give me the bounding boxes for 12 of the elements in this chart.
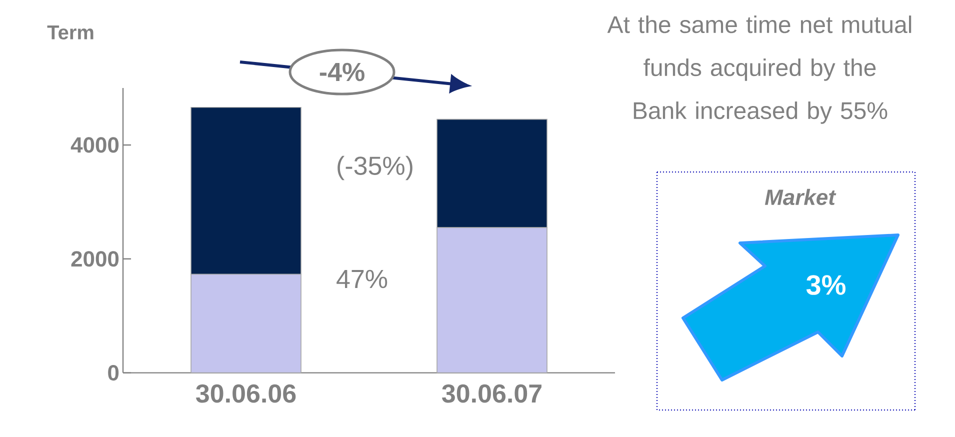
text: -4% xyxy=(320,62,364,82)
y-tick-label: 4000 xyxy=(70,137,119,153)
x-tick-label: 30.06.06 xyxy=(196,384,296,403)
annotation: At the same time net mutual funds acquired by the Bank increased by 55% xyxy=(607,16,912,124)
text: 3% xyxy=(806,275,846,295)
y-tick-label: 0 xyxy=(108,365,119,381)
annotation: (-35%) xyxy=(338,156,412,180)
x-tick-label: 30.06.07 xyxy=(442,384,542,403)
y-tick-label: 2000 xyxy=(71,251,119,267)
annotation: 47% xyxy=(336,270,388,288)
y-axis-title: Term xyxy=(47,26,94,40)
text: Market xyxy=(764,188,836,206)
